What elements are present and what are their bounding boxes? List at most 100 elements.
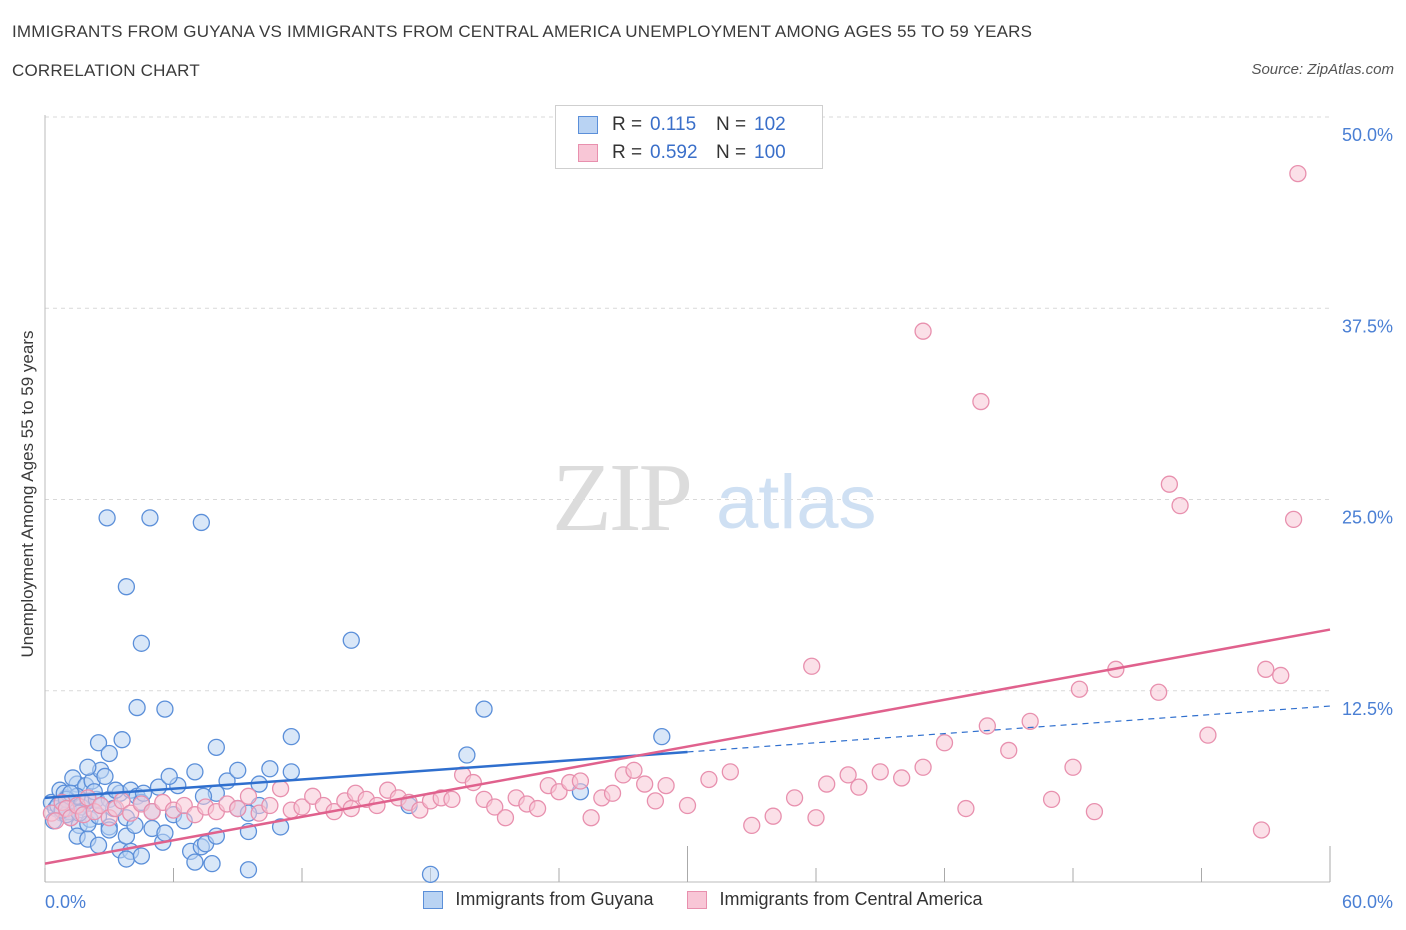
guyana-point <box>282 728 300 746</box>
central-america-point <box>871 763 889 781</box>
y-tick-label: 12.5% <box>1342 699 1393 719</box>
legend-row-central-america: R = 0.592 N = 100 <box>578 141 786 165</box>
legend-row-guyana: R = 0.115 N = 102 <box>578 113 786 137</box>
guyana-trend-line <box>44 750 688 800</box>
central-america-point <box>657 776 675 795</box>
guyana-point <box>156 824 174 842</box>
central-america-point <box>850 778 868 796</box>
central-america-point <box>743 816 761 835</box>
guyana-point <box>207 738 225 757</box>
central-america-point <box>914 758 932 776</box>
central-america-point <box>957 799 975 818</box>
guyana-trend-extension <box>687 705 1331 753</box>
central-america-swatch <box>578 144 598 162</box>
guyana-point <box>156 700 174 718</box>
central-america-point <box>625 761 643 779</box>
central-america-point <box>603 784 622 802</box>
guyana-point <box>271 818 290 836</box>
guyana-point <box>261 760 279 778</box>
central-america-point <box>764 807 782 825</box>
central-america-point <box>1199 726 1217 744</box>
central-america-point <box>803 657 821 675</box>
central-america-point <box>1085 802 1104 821</box>
central-america-point <box>271 780 290 798</box>
central-america-point <box>1160 475 1179 493</box>
central-america-point <box>1171 496 1189 515</box>
central-america-trend-line <box>44 628 1331 865</box>
guyana-point <box>186 763 204 781</box>
guyana-point <box>229 761 247 779</box>
central-america-point <box>678 796 697 815</box>
y-tick-label: 50.0% <box>1342 125 1393 145</box>
guyana-legend-swatch <box>423 890 444 909</box>
gridlines <box>45 116 1330 692</box>
central-america-point <box>293 798 311 816</box>
guyana-point <box>186 853 204 871</box>
legend-label-guyana: Immigrants from Guyana <box>455 889 654 909</box>
guyana-point <box>128 698 146 717</box>
central-america-point <box>229 799 247 818</box>
central-america-point <box>571 772 590 790</box>
central-america-point <box>721 763 739 781</box>
guyana-point <box>342 631 360 649</box>
central-america-point <box>1021 712 1039 730</box>
central-america-point <box>807 809 825 827</box>
central-america-point <box>1257 660 1275 678</box>
central-america-point <box>368 796 386 815</box>
legend-item-central-america: Immigrants from Central America <box>687 889 983 910</box>
guyana-swatch <box>578 116 598 134</box>
tick-labels: 12.5% 25.0% 37.5% 50.0% 0.0% 60.0% <box>45 125 1393 912</box>
central-america-point <box>636 775 654 793</box>
central-america-point <box>496 809 515 827</box>
central-america-point <box>1042 790 1061 809</box>
series-central-america-points <box>42 164 1307 839</box>
chart-subtitle: CORRELATION CHART <box>12 61 200 80</box>
legend-r-label: R = <box>612 114 643 135</box>
central-america-point <box>1150 683 1168 701</box>
guyana-point <box>160 767 178 786</box>
guyana-point <box>89 734 108 752</box>
central-america-point <box>486 798 504 816</box>
central-america-point <box>443 790 461 809</box>
legend-n-label: N = <box>716 142 747 163</box>
guyana-point <box>132 634 151 652</box>
central-america-point <box>935 734 954 752</box>
chart-title: IMMIGRANTS FROM GUYANA VS IMMIGRANTS FRO… <box>12 22 1033 41</box>
guyana-point <box>96 767 114 786</box>
central-america-point <box>893 769 911 787</box>
trend-lines <box>44 628 1331 865</box>
source-credit: Source: ZipAtlas.com <box>1251 61 1394 78</box>
guyana-point <box>79 758 97 776</box>
central-america-point <box>818 775 836 793</box>
guyana-point <box>653 728 671 746</box>
legend-r-label: R = <box>612 142 643 163</box>
central-america-point <box>1272 666 1290 685</box>
central-america-point <box>978 717 996 735</box>
guyana-point <box>239 861 258 879</box>
central-america-point <box>646 792 665 810</box>
legend-r-value-central-america: 0.592 <box>650 142 698 163</box>
guyana-point <box>421 865 440 883</box>
guyana-point <box>132 847 151 865</box>
central-america-point <box>239 787 258 805</box>
x-tick-label: 60.0% <box>1342 892 1393 912</box>
legend-n-value-central-america: 100 <box>754 142 786 163</box>
central-america-point <box>1252 821 1271 839</box>
series-legend: Immigrants from Guyana Immigrants from C… <box>0 889 1406 910</box>
legend-n-label: N = <box>716 114 747 135</box>
guyana-point <box>475 700 493 718</box>
central-america-point <box>261 796 279 815</box>
central-america-point <box>1000 741 1018 760</box>
central-america-point <box>528 799 547 818</box>
series-guyana-points <box>42 509 671 883</box>
central-america-point <box>1070 680 1089 698</box>
central-america-point <box>972 392 990 411</box>
guyana-point <box>113 731 131 749</box>
central-america-point <box>700 770 718 789</box>
legend-item-guyana: Immigrants from Guyana <box>423 889 653 910</box>
guyana-point <box>458 746 476 764</box>
central-america-point <box>464 773 482 792</box>
central-america-point <box>1289 164 1307 183</box>
y-tick-label: 37.5% <box>1342 316 1393 336</box>
